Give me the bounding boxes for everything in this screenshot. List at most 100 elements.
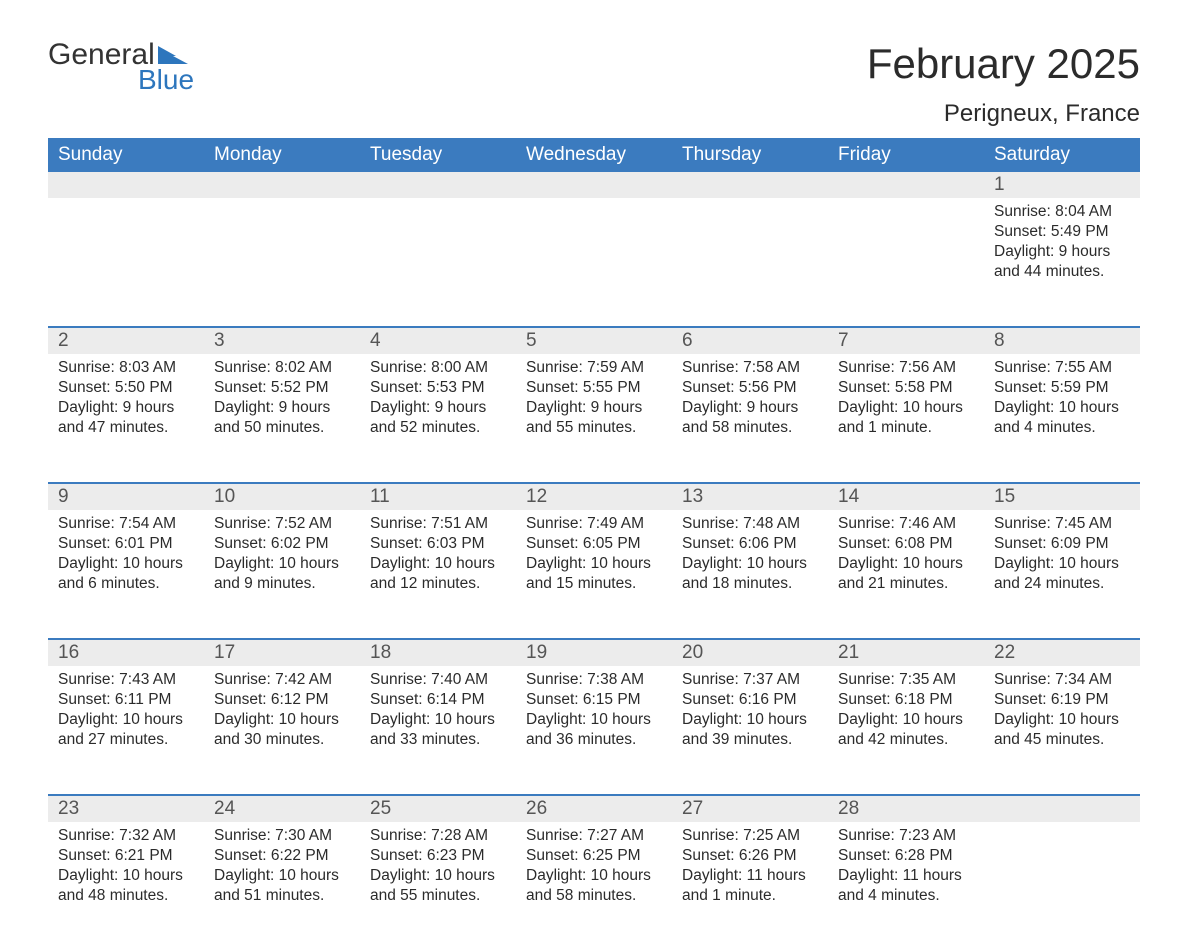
daynum-row: 9101112131415 — [48, 484, 1140, 510]
weekday-header: Sunday Monday Tuesday Wednesday Thursday… — [48, 138, 1140, 172]
daylight-text: Daylight: 9 hours and 50 minutes. — [214, 398, 350, 438]
day-cell: Sunrise: 7:32 AMSunset: 6:21 PMDaylight:… — [48, 822, 204, 950]
sunrise-text: Sunrise: 7:27 AM — [526, 826, 662, 846]
week-body-row: Sunrise: 8:03 AMSunset: 5:50 PMDaylight:… — [48, 354, 1140, 482]
week-body-row: Sunrise: 7:32 AMSunset: 6:21 PMDaylight:… — [48, 822, 1140, 950]
weekday-header-cell: Wednesday — [516, 138, 672, 172]
day-number — [672, 172, 828, 198]
sunrise-text: Sunrise: 7:37 AM — [682, 670, 818, 690]
sunrise-text: Sunrise: 8:03 AM — [58, 358, 194, 378]
day-cell: Sunrise: 7:51 AMSunset: 6:03 PMDaylight:… — [360, 510, 516, 638]
day-cell: Sunrise: 7:58 AMSunset: 5:56 PMDaylight:… — [672, 354, 828, 482]
location: Perigneux, France — [867, 100, 1140, 128]
brand-line2: Blue — [138, 66, 194, 94]
daynum-row: 232425262728 — [48, 796, 1140, 822]
week-body-row: Sunrise: 7:54 AMSunset: 6:01 PMDaylight:… — [48, 510, 1140, 638]
daylight-text: Daylight: 11 hours and 1 minute. — [682, 866, 818, 906]
day-number: 12 — [516, 484, 672, 510]
day-cell: Sunrise: 7:38 AMSunset: 6:15 PMDaylight:… — [516, 666, 672, 794]
sunset-text: Sunset: 5:53 PM — [370, 378, 506, 398]
sunset-text: Sunset: 6:08 PM — [838, 534, 974, 554]
daylight-text: Daylight: 11 hours and 4 minutes. — [838, 866, 974, 906]
sunrise-text: Sunrise: 7:59 AM — [526, 358, 662, 378]
day-number: 17 — [204, 640, 360, 666]
sunset-text: Sunset: 6:02 PM — [214, 534, 350, 554]
title-block: February 2025 Perigneux, France — [867, 40, 1140, 128]
sunrise-text: Sunrise: 7:40 AM — [370, 670, 506, 690]
day-cell: Sunrise: 7:46 AMSunset: 6:08 PMDaylight:… — [828, 510, 984, 638]
daylight-text: Daylight: 10 hours and 4 minutes. — [994, 398, 1130, 438]
day-cell: Sunrise: 7:27 AMSunset: 6:25 PMDaylight:… — [516, 822, 672, 950]
sunrise-text: Sunrise: 7:54 AM — [58, 514, 194, 534]
sunset-text: Sunset: 6:19 PM — [994, 690, 1130, 710]
sunset-text: Sunset: 6:21 PM — [58, 846, 194, 866]
day-number: 26 — [516, 796, 672, 822]
day-number: 20 — [672, 640, 828, 666]
weekday-header-cell: Thursday — [672, 138, 828, 172]
sunrise-text: Sunrise: 7:49 AM — [526, 514, 662, 534]
day-number: 13 — [672, 484, 828, 510]
day-number: 1 — [984, 172, 1140, 198]
day-cell — [828, 198, 984, 326]
sunrise-text: Sunrise: 7:58 AM — [682, 358, 818, 378]
sunrise-text: Sunrise: 7:30 AM — [214, 826, 350, 846]
day-number: 19 — [516, 640, 672, 666]
day-cell: Sunrise: 7:28 AMSunset: 6:23 PMDaylight:… — [360, 822, 516, 950]
day-number: 4 — [360, 328, 516, 354]
day-number: 18 — [360, 640, 516, 666]
sunset-text: Sunset: 5:52 PM — [214, 378, 350, 398]
day-number — [204, 172, 360, 198]
day-number: 14 — [828, 484, 984, 510]
page-title: February 2025 — [867, 40, 1140, 88]
day-cell: Sunrise: 8:04 AMSunset: 5:49 PMDaylight:… — [984, 198, 1140, 326]
sunrise-text: Sunrise: 7:55 AM — [994, 358, 1130, 378]
sunrise-text: Sunrise: 7:38 AM — [526, 670, 662, 690]
daylight-text: Daylight: 9 hours and 55 minutes. — [526, 398, 662, 438]
daylight-text: Daylight: 9 hours and 44 minutes. — [994, 242, 1130, 282]
daylight-text: Daylight: 9 hours and 47 minutes. — [58, 398, 194, 438]
daylight-text: Daylight: 10 hours and 6 minutes. — [58, 554, 194, 594]
daylight-text: Daylight: 10 hours and 1 minute. — [838, 398, 974, 438]
header: General Blue February 2025 Perigneux, Fr… — [48, 40, 1140, 128]
daylight-text: Daylight: 10 hours and 36 minutes. — [526, 710, 662, 750]
daylight-text: Daylight: 10 hours and 12 minutes. — [370, 554, 506, 594]
daylight-text: Daylight: 10 hours and 18 minutes. — [682, 554, 818, 594]
sunset-text: Sunset: 6:16 PM — [682, 690, 818, 710]
day-cell — [204, 198, 360, 326]
daylight-text: Daylight: 10 hours and 58 minutes. — [526, 866, 662, 906]
sunrise-text: Sunrise: 7:42 AM — [214, 670, 350, 690]
sunset-text: Sunset: 6:05 PM — [526, 534, 662, 554]
sunrise-text: Sunrise: 7:25 AM — [682, 826, 818, 846]
sunset-text: Sunset: 6:25 PM — [526, 846, 662, 866]
daylight-text: Daylight: 10 hours and 45 minutes. — [994, 710, 1130, 750]
sunset-text: Sunset: 6:03 PM — [370, 534, 506, 554]
week-body-row: Sunrise: 8:04 AMSunset: 5:49 PMDaylight:… — [48, 198, 1140, 326]
sunset-text: Sunset: 6:28 PM — [838, 846, 974, 866]
day-number — [48, 172, 204, 198]
day-cell: Sunrise: 7:54 AMSunset: 6:01 PMDaylight:… — [48, 510, 204, 638]
sunset-text: Sunset: 6:22 PM — [214, 846, 350, 866]
day-cell — [516, 198, 672, 326]
daylight-text: Daylight: 9 hours and 52 minutes. — [370, 398, 506, 438]
daylight-text: Daylight: 10 hours and 55 minutes. — [370, 866, 506, 906]
day-cell — [48, 198, 204, 326]
sunset-text: Sunset: 6:14 PM — [370, 690, 506, 710]
sunset-text: Sunset: 6:18 PM — [838, 690, 974, 710]
day-cell: Sunrise: 7:40 AMSunset: 6:14 PMDaylight:… — [360, 666, 516, 794]
day-number — [828, 172, 984, 198]
sunset-text: Sunset: 6:15 PM — [526, 690, 662, 710]
day-cell: Sunrise: 7:49 AMSunset: 6:05 PMDaylight:… — [516, 510, 672, 638]
day-cell: Sunrise: 7:45 AMSunset: 6:09 PMDaylight:… — [984, 510, 1140, 638]
day-number: 16 — [48, 640, 204, 666]
sunrise-text: Sunrise: 8:00 AM — [370, 358, 506, 378]
weekday-header-cell: Sunday — [48, 138, 204, 172]
day-cell: Sunrise: 7:42 AMSunset: 6:12 PMDaylight:… — [204, 666, 360, 794]
sunset-text: Sunset: 6:09 PM — [994, 534, 1130, 554]
day-cell: Sunrise: 7:52 AMSunset: 6:02 PMDaylight:… — [204, 510, 360, 638]
weekday-header-cell: Tuesday — [360, 138, 516, 172]
day-number: 5 — [516, 328, 672, 354]
day-cell: Sunrise: 7:35 AMSunset: 6:18 PMDaylight:… — [828, 666, 984, 794]
calendar: Sunday Monday Tuesday Wednesday Thursday… — [48, 138, 1140, 950]
sunrise-text: Sunrise: 7:23 AM — [838, 826, 974, 846]
sunset-text: Sunset: 5:49 PM — [994, 222, 1130, 242]
